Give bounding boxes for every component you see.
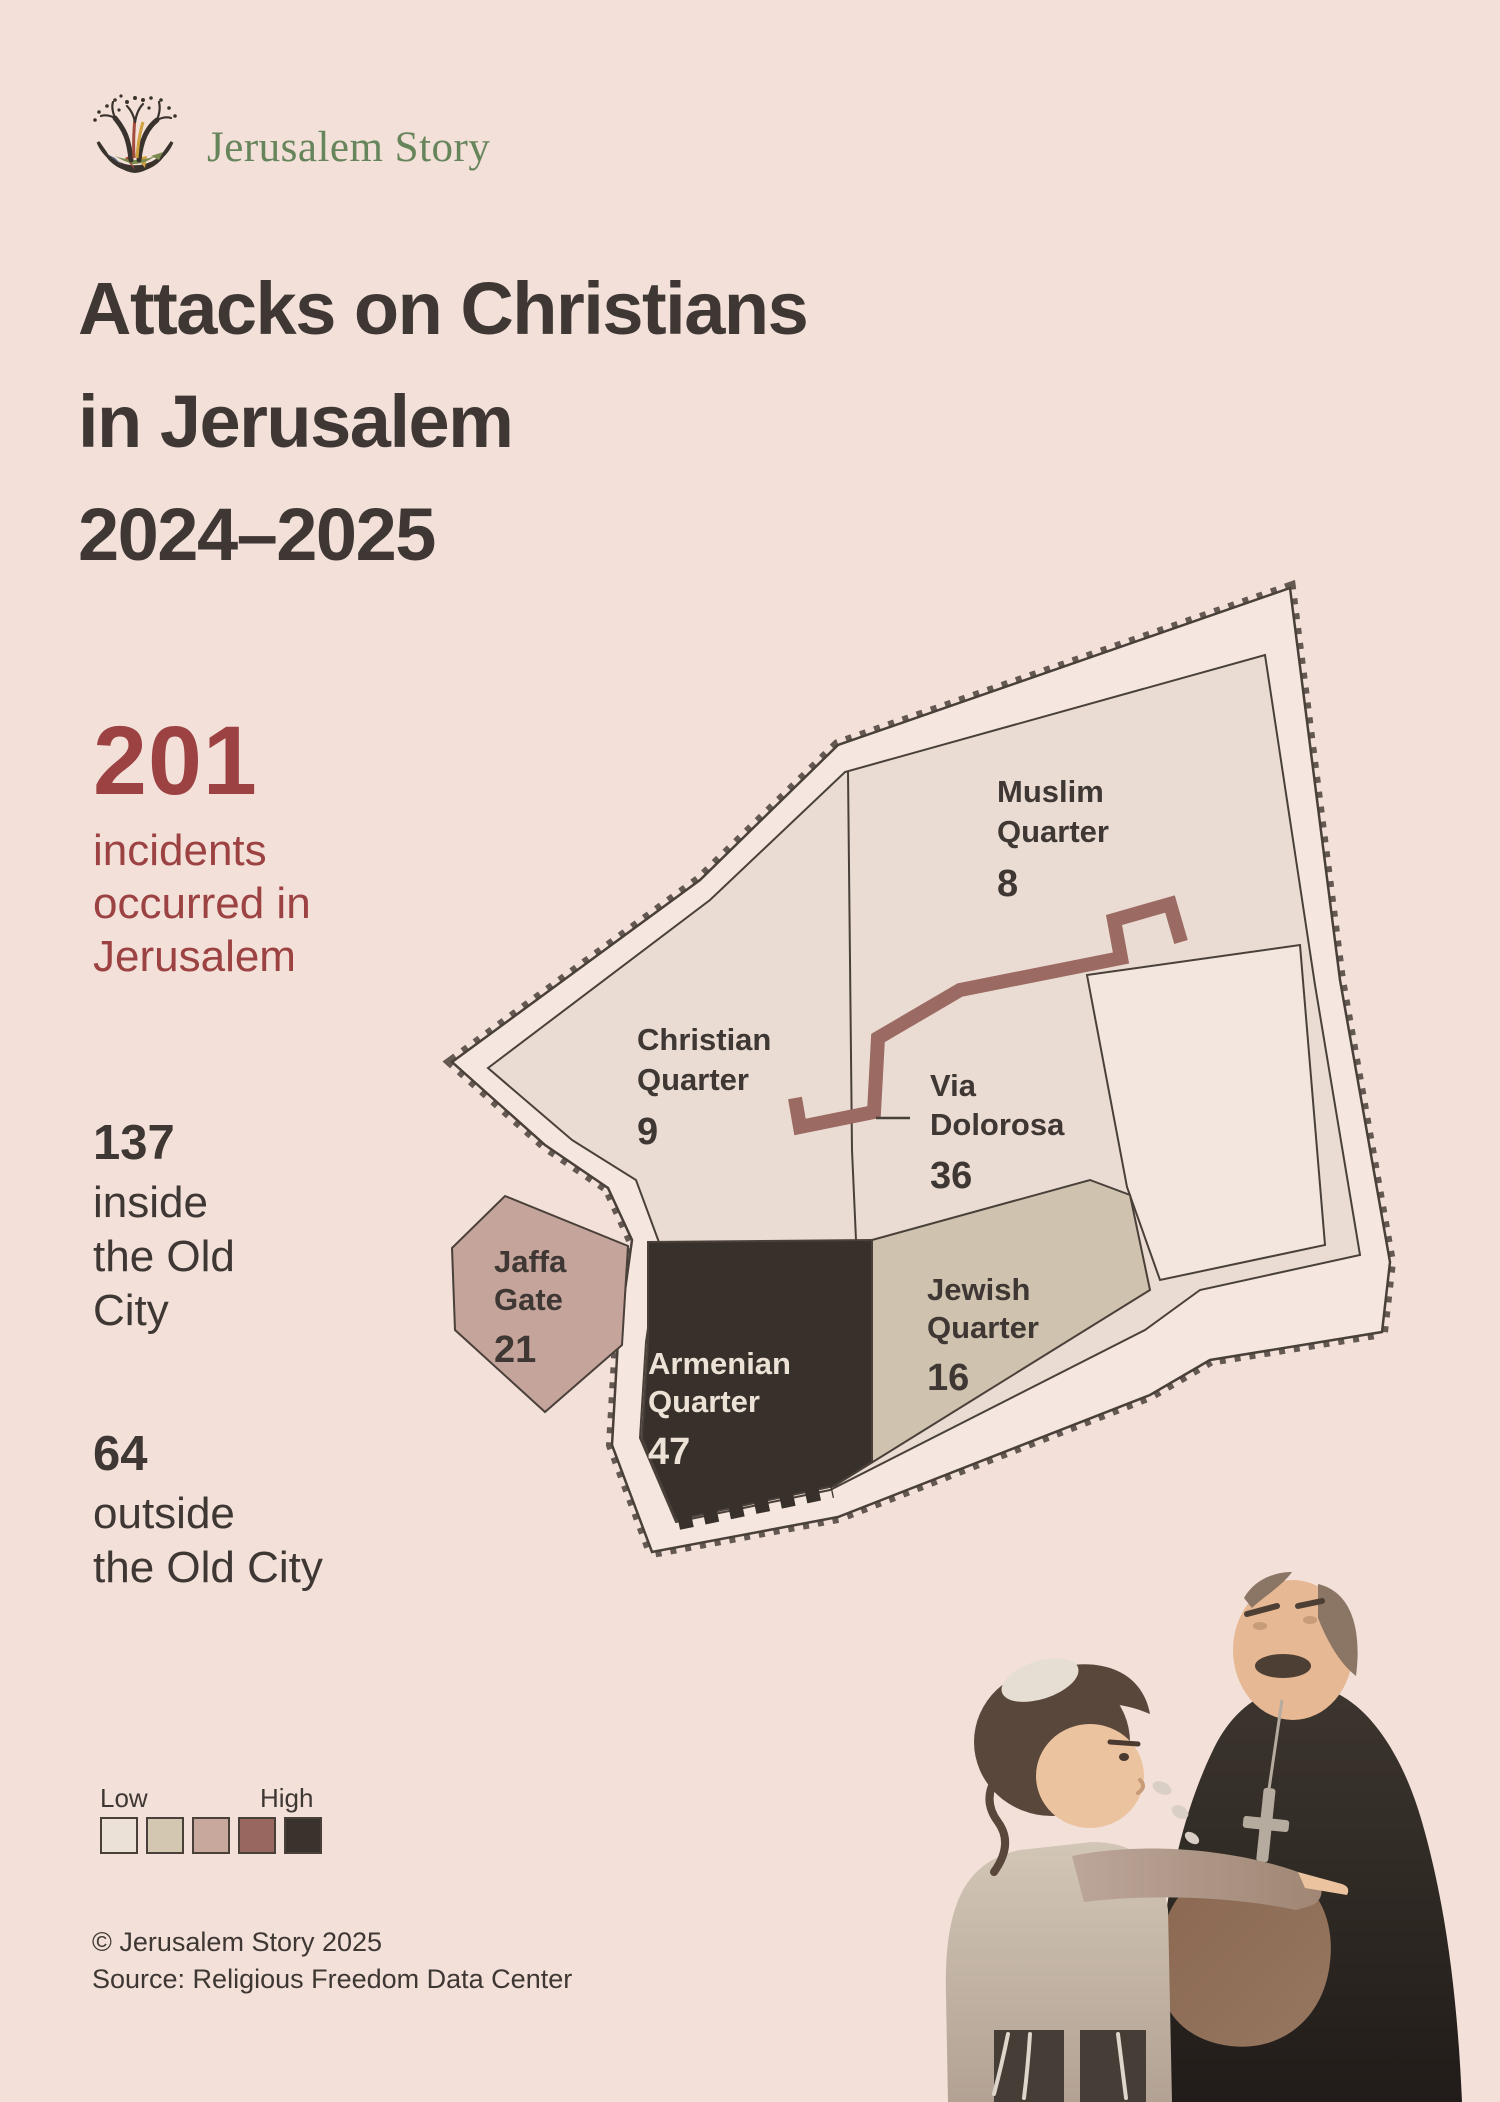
brand-name: Jerusalem Story bbox=[207, 123, 491, 171]
title-line-2: in Jerusalem bbox=[78, 380, 514, 463]
spit-droplets bbox=[1152, 1781, 1200, 1845]
svg-text:Quarter: Quarter bbox=[648, 1384, 760, 1419]
map-label-christian-quarter: Christian Quarter 9 bbox=[637, 1022, 771, 1153]
stat-inside-old-city: 137 inside the Old City bbox=[93, 1116, 235, 1338]
stat-outside-old-city: 64 outside the Old City bbox=[93, 1427, 323, 1595]
priest-eye bbox=[1253, 1622, 1267, 1630]
map-region-jaffa-gate bbox=[450, 1194, 630, 1414]
logo-leaves bbox=[93, 94, 177, 122]
svg-text:9: 9 bbox=[637, 1111, 658, 1153]
svg-text:Quarter: Quarter bbox=[637, 1062, 749, 1097]
old-city-map: Muslim Quarter 8 Christian Quarter 9 Via… bbox=[442, 579, 1397, 1559]
legend-swatch-2 bbox=[146, 1817, 184, 1854]
cross-icon bbox=[1242, 1787, 1290, 1863]
legend-low-label: Low bbox=[100, 1783, 148, 1813]
svg-text:Muslim: Muslim bbox=[997, 774, 1104, 809]
legend-high-label: High bbox=[260, 1783, 314, 1813]
kippah bbox=[1001, 1658, 1079, 1702]
map-label-muslim-quarter: Muslim Quarter 8 bbox=[997, 774, 1109, 905]
stat-total-value: 201 bbox=[93, 706, 258, 815]
priest-brow bbox=[1244, 1598, 1325, 1617]
legend-swatch-1 bbox=[100, 1817, 138, 1854]
title-line-1: Attacks on Christians bbox=[78, 267, 809, 350]
map-region-temple-mount bbox=[1085, 943, 1327, 1282]
man-pants-leg bbox=[1080, 2030, 1146, 2102]
sidelock-curl bbox=[985, 1768, 1009, 1876]
spitting-incident-illustration bbox=[945, 1572, 1462, 2102]
svg-text:Gate: Gate bbox=[494, 1282, 563, 1317]
man-brow bbox=[1107, 1739, 1141, 1747]
priest-figure bbox=[1152, 1572, 1462, 2102]
legend-swatch-3 bbox=[192, 1817, 230, 1854]
man-pointing-hand bbox=[1298, 1872, 1349, 1895]
footer: © Jerusalem Story 2025 Source: Religious… bbox=[92, 1924, 572, 1998]
svg-text:Jaffa: Jaffa bbox=[494, 1244, 567, 1279]
stat-inside-label: inside the Old City bbox=[93, 1178, 235, 1335]
stat-total-label: incidents occurred in Jerusalem bbox=[93, 826, 311, 981]
svg-text:21: 21 bbox=[494, 1329, 536, 1371]
legend-swatch-5 bbox=[284, 1817, 322, 1854]
spitting-man-figure bbox=[945, 1658, 1349, 2102]
stat-outside-value: 64 bbox=[93, 1427, 148, 1481]
svg-text:Armenian: Armenian bbox=[648, 1346, 791, 1381]
svg-text:36: 36 bbox=[930, 1155, 972, 1197]
svg-text:47: 47 bbox=[648, 1431, 690, 1473]
svg-text:16: 16 bbox=[927, 1357, 969, 1399]
brand-header: Jerusalem Story bbox=[85, 88, 490, 188]
quarter-border bbox=[847, 771, 857, 1241]
stat-outside-label: outside the Old City bbox=[93, 1489, 323, 1592]
source-line: Source: Religious Freedom Data Center bbox=[92, 1964, 573, 1994]
svg-text:Quarter: Quarter bbox=[997, 814, 1109, 849]
svg-text:Jewish: Jewish bbox=[927, 1272, 1030, 1307]
svg-text:8: 8 bbox=[997, 863, 1018, 905]
priest-mustache bbox=[1255, 1654, 1311, 1678]
priest-hair bbox=[1244, 1572, 1358, 1676]
svg-text:Dolorosa: Dolorosa bbox=[930, 1107, 1065, 1142]
priest-eye bbox=[1303, 1616, 1317, 1624]
legend-swatch-4 bbox=[238, 1817, 276, 1854]
tree-of-life-logo-icon bbox=[93, 94, 177, 173]
map-label-jewish-quarter: Jewish Quarter 16 bbox=[927, 1272, 1039, 1399]
svg-text:Quarter: Quarter bbox=[927, 1310, 1039, 1345]
copyright-line: © Jerusalem Story 2025 bbox=[92, 1927, 383, 1957]
stat-total-incidents: 201 incidents occurred in Jerusalem bbox=[93, 710, 311, 983]
svg-text:Christian: Christian bbox=[637, 1022, 771, 1057]
stat-inside-value: 137 bbox=[93, 1116, 175, 1170]
via-dolorosa-path bbox=[788, 895, 1188, 1136]
armenian-wall-teeth bbox=[675, 1478, 835, 1530]
man-arm-sleeve bbox=[1072, 1848, 1322, 1910]
man-mouth bbox=[1136, 1778, 1145, 1795]
pendant-chain bbox=[1266, 1699, 1284, 1797]
intensity-legend: Low High bbox=[100, 1783, 360, 1854]
man-face bbox=[1036, 1724, 1144, 1828]
title-line-3: 2024–2025 bbox=[78, 493, 436, 576]
page-title: Attacks on Christians in Jerusalem 2024–… bbox=[78, 252, 809, 591]
svg-text:Via: Via bbox=[930, 1068, 977, 1103]
tzitzit-fringes bbox=[992, 2032, 1128, 2100]
map-label-jaffa-gate: Jaffa Gate 21 bbox=[494, 1244, 567, 1371]
map-label-via-dolorosa: Via Dolorosa 36 bbox=[930, 1068, 1065, 1197]
map-label-armenian-quarter: Armenian Quarter 47 bbox=[648, 1346, 791, 1473]
man-eye bbox=[1119, 1753, 1129, 1761]
legend-swatches bbox=[100, 1817, 360, 1854]
